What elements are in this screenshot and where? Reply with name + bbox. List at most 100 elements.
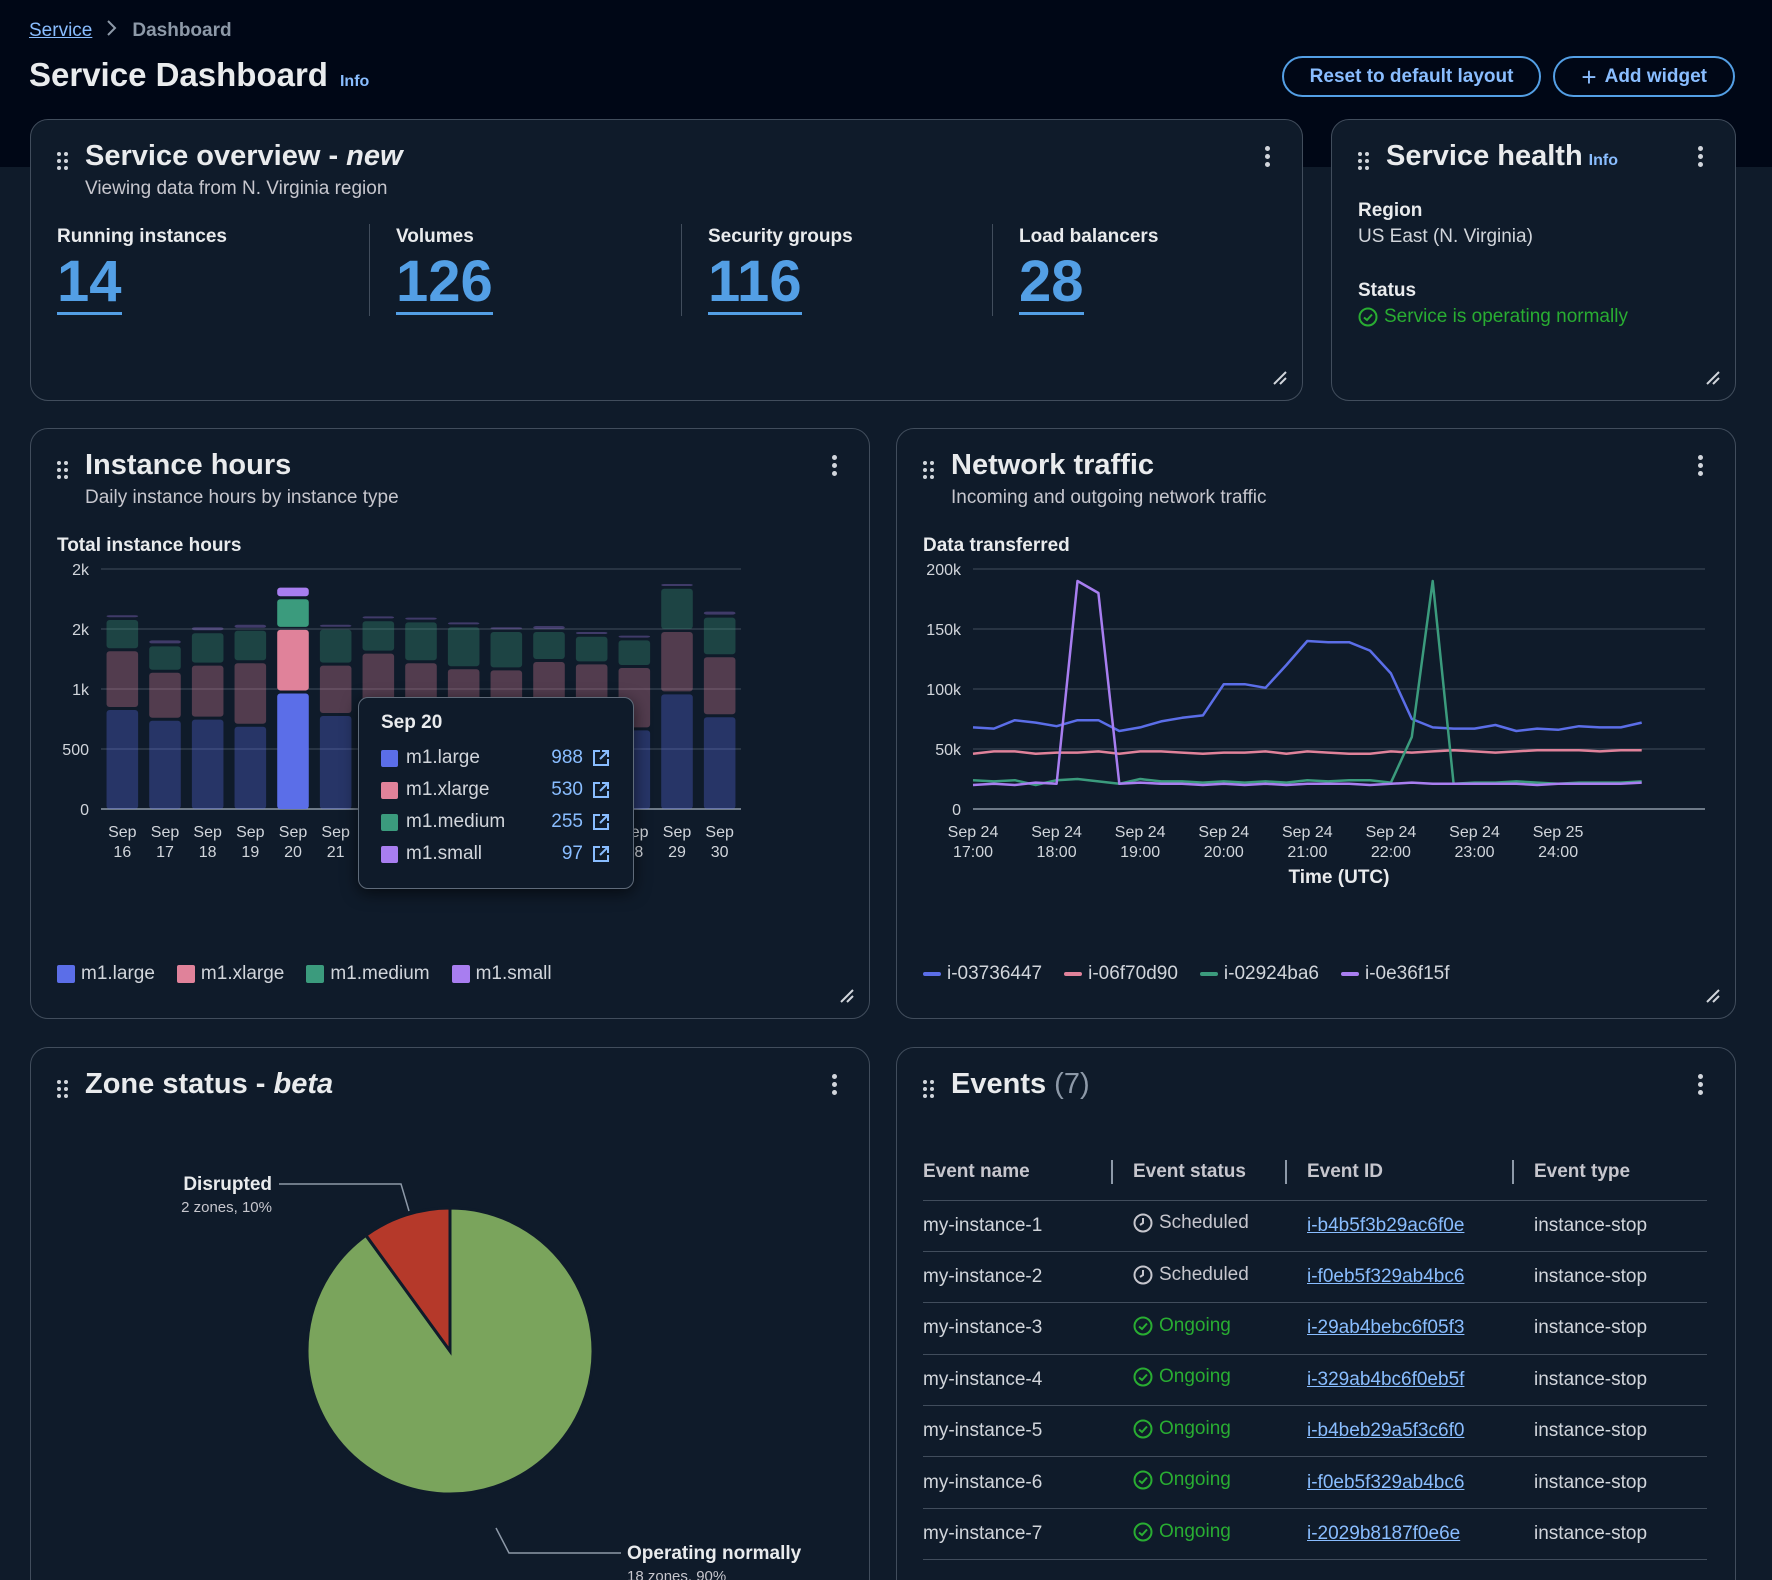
bar-segment[interactable] bbox=[703, 657, 736, 715]
bar-segment[interactable] bbox=[405, 622, 437, 661]
bar-segment[interactable] bbox=[277, 693, 309, 809]
series-line-i-03736447[interactable] bbox=[972, 639, 1642, 733]
event-id-link[interactable]: i-29ab4bebc6f05f3 bbox=[1307, 1317, 1465, 1339]
event-id-link[interactable]: i-f0eb5f329ab4bc6 bbox=[1307, 1266, 1465, 1288]
bar-segment[interactable] bbox=[277, 599, 309, 627]
drag-handle-icon[interactable] bbox=[923, 461, 935, 481]
bar-segment[interactable] bbox=[661, 632, 693, 692]
bar-segment[interactable] bbox=[149, 646, 181, 670]
pie-slice-disrupted[interactable] bbox=[363, 1206, 452, 1356]
event-id-link[interactable]: i-2029b8187f0e6e bbox=[1307, 1523, 1461, 1545]
column-header[interactable]: Event ID bbox=[1285, 1144, 1534, 1201]
column-divider[interactable] bbox=[1512, 1160, 1514, 1184]
zone-status-pie-chart[interactable]: Disrupted 2 zones, 10% Operating normall… bbox=[31, 1108, 851, 1580]
breadcrumb-service-link[interactable]: Service bbox=[29, 20, 93, 41]
bar-segment[interactable] bbox=[191, 719, 224, 809]
bar-segment[interactable] bbox=[149, 640, 181, 644]
series-line-i-02924ba6[interactable] bbox=[972, 579, 1642, 787]
bar-segment[interactable] bbox=[191, 665, 224, 717]
more-options-icon[interactable] bbox=[1698, 146, 1704, 168]
legend-item[interactable]: m1.xlarge bbox=[176, 963, 284, 985]
more-options-icon[interactable] bbox=[1698, 455, 1704, 477]
drag-handle-icon[interactable] bbox=[923, 1080, 935, 1100]
column-divider[interactable] bbox=[1111, 1160, 1113, 1184]
bar-segment[interactable] bbox=[277, 629, 309, 691]
event-id-link[interactable]: i-b4beb29a5f3c6f0 bbox=[1307, 1420, 1465, 1442]
bar-segment[interactable] bbox=[149, 672, 181, 718]
tooltip-value-link[interactable]: 255 bbox=[551, 811, 583, 832]
tooltip-value-link[interactable]: 97 bbox=[561, 843, 583, 864]
bar-segment[interactable] bbox=[405, 617, 437, 620]
bar-segment[interactable] bbox=[191, 627, 224, 631]
health-info-link[interactable]: Info bbox=[1588, 152, 1618, 169]
bar-segment[interactable] bbox=[703, 717, 736, 809]
bar-segment[interactable] bbox=[191, 633, 224, 663]
legend-item[interactable]: m1.medium bbox=[306, 963, 430, 985]
external-link-icon[interactable] bbox=[591, 812, 611, 832]
drag-handle-icon[interactable] bbox=[1358, 152, 1370, 172]
bar-segment[interactable] bbox=[319, 665, 352, 713]
more-options-icon[interactable] bbox=[1698, 1074, 1704, 1096]
bar-segment[interactable] bbox=[447, 627, 480, 667]
bar-segment[interactable] bbox=[362, 616, 395, 619]
bar-segment[interactable] bbox=[447, 622, 480, 625]
bar-segment[interactable] bbox=[618, 640, 651, 665]
bar-segment[interactable] bbox=[234, 624, 267, 628]
bar-segment[interactable] bbox=[319, 629, 352, 663]
bar-segment[interactable] bbox=[661, 584, 693, 586]
drag-handle-icon[interactable] bbox=[57, 1080, 69, 1100]
external-link-icon[interactable] bbox=[591, 844, 611, 864]
bar-segment[interactable] bbox=[703, 611, 736, 615]
external-link-icon[interactable] bbox=[591, 780, 611, 800]
more-options-icon[interactable] bbox=[1265, 146, 1271, 168]
legend-item[interactable]: i-02924ba6 bbox=[1199, 963, 1319, 985]
legend-item[interactable]: m1.small bbox=[451, 963, 552, 985]
tooltip-value-link[interactable]: 988 bbox=[551, 747, 583, 768]
network-traffic-chart[interactable]: 0 50k 100k 150k 200k Sep 24 17:00 Sep 24 18:00 Se… bbox=[897, 549, 1717, 959]
column-divider[interactable] bbox=[1285, 1160, 1287, 1184]
event-id-link[interactable]: i-f0eb5f329ab4bc6 bbox=[1307, 1471, 1465, 1493]
bar-segment[interactable] bbox=[490, 627, 523, 630]
bar-segment[interactable] bbox=[234, 663, 267, 724]
bar-segment[interactable] bbox=[533, 626, 565, 629]
drag-handle-icon[interactable] bbox=[57, 152, 69, 172]
legend-item[interactable]: i-06f70d90 bbox=[1064, 963, 1178, 985]
page-info-link[interactable]: Info bbox=[339, 73, 370, 90]
resize-handle-icon[interactable] bbox=[1705, 370, 1721, 386]
bar-segment[interactable] bbox=[234, 726, 267, 809]
column-header[interactable]: Event status bbox=[1111, 1144, 1307, 1201]
external-link-icon[interactable] bbox=[591, 748, 611, 768]
legend-item[interactable]: m1.large bbox=[57, 963, 155, 985]
bar-segment[interactable] bbox=[319, 716, 352, 809]
more-options-icon[interactable] bbox=[832, 1074, 838, 1096]
event-id-link[interactable]: i-329ab4bc6f0eb5f bbox=[1307, 1368, 1465, 1390]
resize-handle-icon[interactable] bbox=[1705, 988, 1721, 1004]
bar-segment[interactable] bbox=[106, 651, 139, 707]
bar-segment[interactable] bbox=[149, 720, 181, 809]
reset-layout-button[interactable]: Reset to default layout bbox=[1281, 56, 1542, 97]
bar-segment[interactable] bbox=[106, 710, 139, 809]
series-line-i-06f70d90[interactable] bbox=[972, 748, 1642, 756]
metric-value-link[interactable]: 28 bbox=[1019, 249, 1084, 315]
bar-segment[interactable] bbox=[575, 632, 608, 634]
drag-handle-icon[interactable] bbox=[57, 461, 69, 481]
resize-handle-icon[interactable] bbox=[839, 988, 855, 1004]
metric-value-link[interactable]: 126 bbox=[396, 249, 493, 315]
column-header[interactable]: Event name bbox=[923, 1144, 1133, 1201]
bar-segment[interactable] bbox=[106, 615, 139, 618]
tooltip-value-link[interactable]: 530 bbox=[551, 779, 583, 800]
bar-segment[interactable] bbox=[661, 588, 693, 629]
legend-item[interactable]: i-0e36f15f bbox=[1340, 963, 1450, 985]
legend-item[interactable]: i-03736447 bbox=[923, 963, 1042, 985]
metric-value-link[interactable]: 14 bbox=[57, 249, 122, 315]
more-options-icon[interactable] bbox=[832, 455, 838, 477]
metric-value-link[interactable]: 116 bbox=[708, 249, 802, 315]
bar-segment[interactable] bbox=[319, 624, 352, 627]
event-id-link[interactable]: i-b4b5f3b29ac6f0e bbox=[1307, 1214, 1465, 1236]
column-header[interactable]: Event type bbox=[1512, 1144, 1707, 1201]
series-line-i-0e36f15f[interactable] bbox=[972, 579, 1642, 787]
bar-segment[interactable] bbox=[703, 617, 736, 655]
bar-segment[interactable] bbox=[234, 630, 267, 661]
bar-segment[interactable] bbox=[533, 632, 565, 659]
bar-segment[interactable] bbox=[362, 621, 395, 651]
